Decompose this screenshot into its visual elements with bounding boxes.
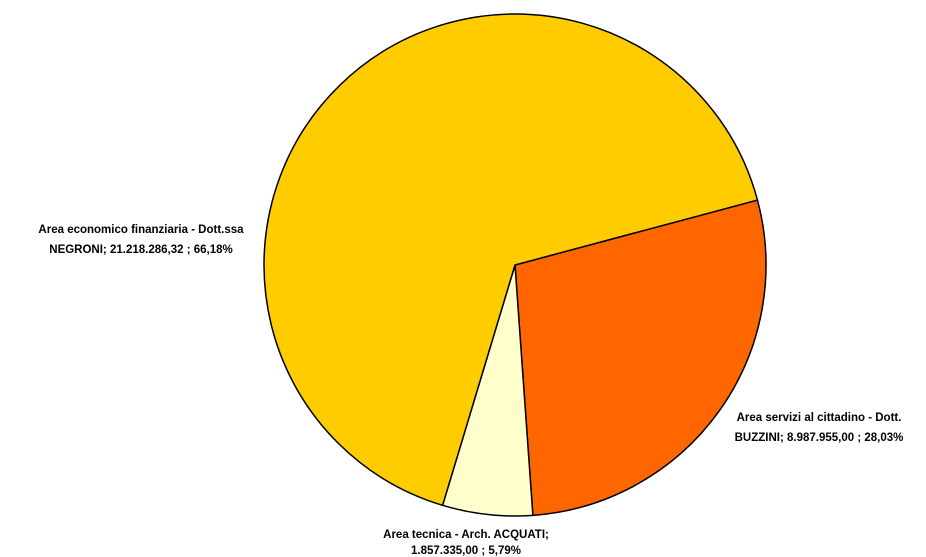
slice-label-tecnica-line1: Area tecnica - Arch. ACQUATI; bbox=[383, 529, 549, 541]
slice-label-servizi-line1: Area servizi al cittadino - Dott. bbox=[737, 412, 902, 424]
slice-label-economico-line1: Area economico finanziaria - Dott.ssa bbox=[38, 224, 244, 236]
pie-slices bbox=[263, 13, 767, 517]
slice-economico bbox=[263, 13, 759, 507]
slice-label-servizi-line2: BUZZINI; 8.987.955,00 ; 28,03% bbox=[735, 432, 904, 444]
slice-label-tecnica-line2: 1.857.335,00 ; 5,79% bbox=[411, 545, 521, 557]
slice-label-economico-line2: NEGRONI; 21.218.286,32 ; 66,18% bbox=[49, 244, 232, 256]
slice-servizi bbox=[514, 199, 767, 517]
